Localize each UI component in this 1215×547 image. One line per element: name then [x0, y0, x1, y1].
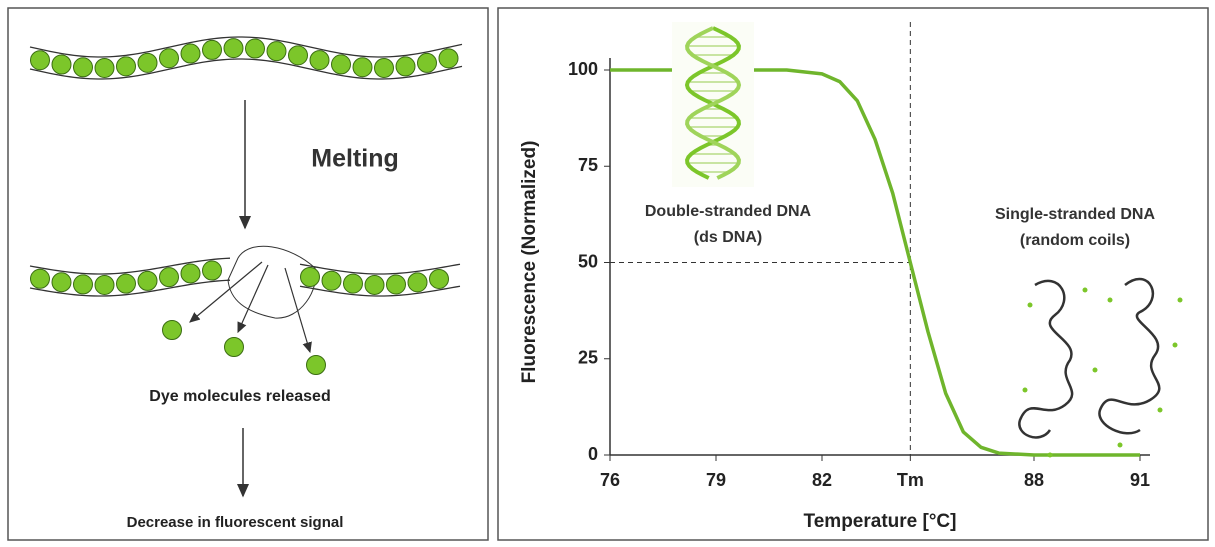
dye — [224, 337, 244, 357]
melting-bubble — [227, 245, 317, 319]
coil — [1098, 277, 1161, 435]
dye — [137, 52, 158, 73]
dye — [180, 263, 201, 284]
annotation: Single-stranded DNA — [995, 206, 1155, 223]
dna-strand — [299, 263, 461, 275]
arrow — [189, 261, 263, 323]
dye-dot — [1092, 367, 1098, 373]
dye — [51, 54, 72, 75]
arrow — [237, 264, 269, 334]
x-axis-title: Temperature [°C] — [804, 511, 957, 532]
annotation: (ds DNA) — [694, 229, 762, 246]
dye-dot — [1177, 297, 1183, 303]
dye — [417, 52, 437, 73]
dye — [159, 267, 179, 288]
dye-dot — [1117, 442, 1123, 448]
dye — [202, 260, 222, 281]
dye — [386, 274, 406, 295]
dye — [116, 273, 136, 294]
dye — [352, 57, 373, 78]
dna-strand — [29, 279, 231, 297]
dye-dot — [1027, 302, 1033, 308]
x-tick-label: 88 — [1024, 470, 1044, 490]
y-tick-label: 0 — [588, 444, 598, 464]
dna-strand — [299, 285, 461, 297]
dye-dot — [1172, 342, 1178, 348]
dye — [94, 274, 115, 295]
dye — [73, 274, 93, 295]
dye — [94, 57, 115, 78]
dye — [73, 57, 93, 78]
dye — [321, 270, 342, 291]
dye — [51, 272, 72, 293]
dye-dot — [1082, 287, 1088, 293]
dye — [30, 268, 50, 289]
dye — [429, 268, 449, 289]
dna-strand — [29, 257, 231, 275]
released-label: Dye molecules released — [149, 388, 330, 405]
dye — [374, 57, 394, 78]
dna-strand — [29, 58, 463, 80]
dye — [223, 38, 244, 59]
dye-dot — [1157, 407, 1163, 413]
x-tick-label: 79 — [706, 470, 726, 490]
dye-dot — [1022, 387, 1028, 393]
dye — [159, 48, 179, 69]
helix-strand — [685, 26, 742, 180]
annotation: Double-stranded DNA — [645, 203, 812, 220]
dye — [343, 273, 363, 294]
dye-dot — [1047, 452, 1053, 458]
decrease-label: Decrease in fluorescent signal — [127, 514, 344, 531]
coil — [1018, 279, 1074, 439]
x-tick-label: 82 — [812, 470, 832, 490]
dye — [288, 45, 308, 66]
dye — [137, 270, 158, 291]
dye — [309, 50, 330, 71]
diagram: Melting Dye molecules released Decrease … — [127, 100, 399, 531]
y-tick-label: 25 — [578, 348, 598, 368]
dye — [30, 50, 50, 71]
dye — [162, 320, 182, 340]
dye — [116, 56, 136, 77]
dye — [331, 54, 351, 75]
y-tick-label: 50 — [578, 251, 598, 271]
y-tick-label: 100 — [568, 59, 598, 79]
dna-strand — [29, 36, 463, 58]
dye — [245, 38, 265, 59]
y-tick-label: 75 — [578, 155, 598, 175]
arrow — [284, 267, 312, 354]
dye — [180, 43, 201, 64]
x-tick-label: 91 — [1130, 470, 1150, 490]
dye — [364, 274, 385, 295]
melt-curve — [610, 68, 1140, 457]
dye-dot — [1107, 297, 1113, 303]
dye — [395, 56, 416, 77]
melting-label: Melting — [311, 145, 399, 173]
y-axis-title: Fluorescence (Normalized) — [519, 141, 540, 384]
dye — [202, 39, 222, 60]
dye — [306, 355, 326, 375]
annotation: (random coils) — [1020, 232, 1130, 249]
x-tick-label: Tm — [897, 470, 924, 490]
dye — [407, 272, 428, 293]
x-tick-label: 76 — [600, 470, 620, 490]
right-panel — [497, 7, 1209, 541]
dye — [300, 267, 320, 287]
dye — [266, 41, 287, 62]
left-panel — [7, 7, 489, 541]
dye — [438, 48, 459, 69]
